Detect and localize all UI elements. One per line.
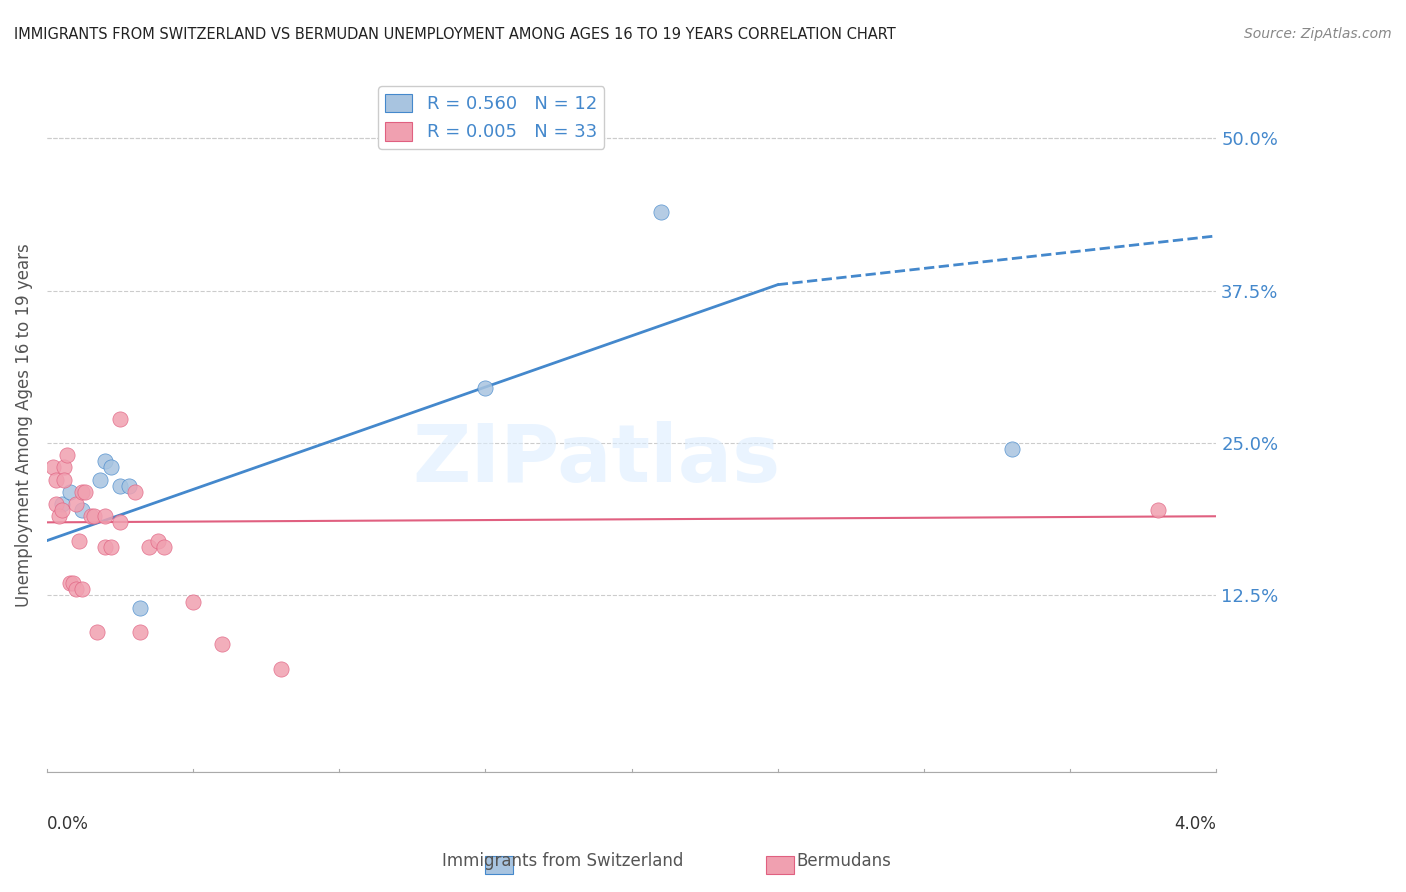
Point	[45, 497, 67, 511]
Point	[100, 460, 122, 475]
Point	[89, 473, 111, 487]
Point	[51, 503, 73, 517]
Text: ZIPatlas: ZIPatlas	[412, 420, 780, 499]
Point	[108, 516, 131, 530]
Point	[1146, 503, 1168, 517]
Point	[45, 473, 67, 487]
Point	[124, 484, 146, 499]
Point	[108, 479, 131, 493]
Point	[94, 454, 117, 468]
Text: Bermudans: Bermudans	[796, 852, 891, 870]
Text: Immigrants from Switzerland: Immigrants from Switzerland	[441, 852, 683, 870]
Point	[59, 484, 82, 499]
Point	[56, 448, 79, 462]
Point	[67, 533, 90, 548]
Point	[83, 509, 105, 524]
Text: 4.0%: 4.0%	[1174, 815, 1216, 833]
Point	[94, 509, 117, 524]
Legend: R = 0.560   N = 12, R = 0.005   N = 33: R = 0.560 N = 12, R = 0.005 N = 33	[378, 87, 605, 149]
Point	[270, 662, 292, 676]
Text: 0.0%: 0.0%	[46, 815, 89, 833]
Point	[80, 509, 103, 524]
Point	[53, 473, 76, 487]
Point	[108, 411, 131, 425]
Point	[211, 637, 233, 651]
Point	[474, 381, 496, 395]
Y-axis label: Unemployment Among Ages 16 to 19 years: Unemployment Among Ages 16 to 19 years	[15, 243, 32, 607]
Point	[70, 484, 93, 499]
Text: IMMIGRANTS FROM SWITZERLAND VS BERMUDAN UNEMPLOYMENT AMONG AGES 16 TO 19 YEARS C: IMMIGRANTS FROM SWITZERLAND VS BERMUDAN …	[14, 27, 896, 42]
Point	[86, 625, 108, 640]
Point	[51, 497, 73, 511]
Text: Source: ZipAtlas.com: Source: ZipAtlas.com	[1244, 27, 1392, 41]
Point	[59, 576, 82, 591]
Point	[146, 533, 169, 548]
Point	[153, 540, 176, 554]
Point	[138, 540, 160, 554]
Point	[94, 540, 117, 554]
Point	[118, 479, 141, 493]
Point	[62, 576, 84, 591]
Point	[65, 582, 87, 597]
Point	[42, 460, 65, 475]
Point	[181, 594, 204, 608]
Point	[100, 540, 122, 554]
Point	[70, 503, 93, 517]
Point	[73, 484, 96, 499]
Point	[48, 509, 70, 524]
Point	[65, 497, 87, 511]
Point	[1001, 442, 1024, 457]
Point	[53, 460, 76, 475]
Point	[129, 625, 152, 640]
Point	[650, 204, 672, 219]
Point	[70, 582, 93, 597]
Point	[129, 600, 152, 615]
